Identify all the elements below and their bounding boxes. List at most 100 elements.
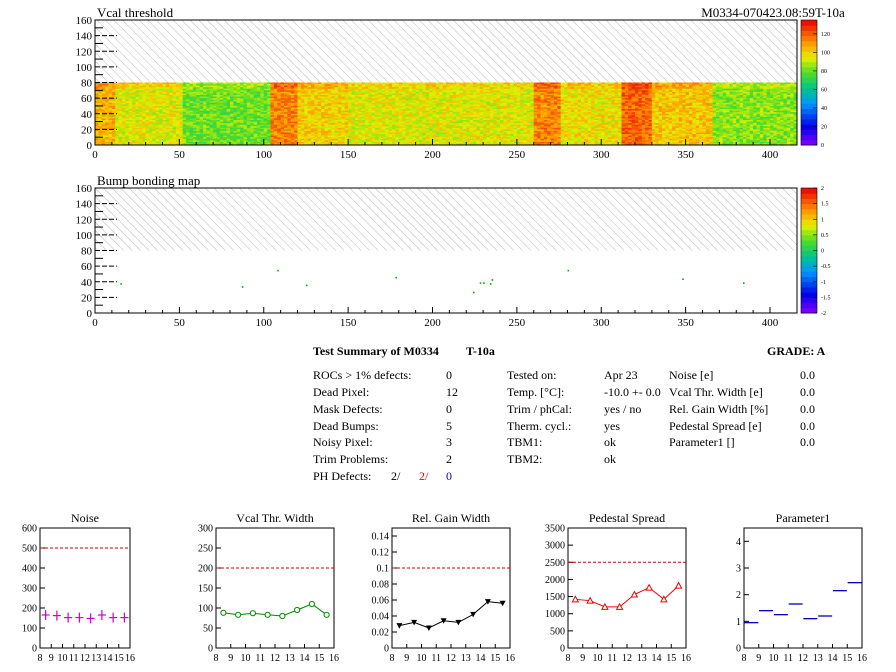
heatmap-cell [344,105,349,108]
heatmap-cell [486,109,491,112]
heatmap-cell [192,124,197,127]
heatmap-cell [449,138,454,141]
heatmap-cell [402,116,406,119]
heatmap-cell [243,120,248,122]
heatmap-cell [392,99,396,102]
heatmap-cell [398,93,403,96]
heatmap-cell [500,95,504,97]
heatmap-cell [486,115,491,118]
heatmap-cell [405,126,410,129]
heatmap-cell [483,134,487,137]
heatmap-cell [334,123,339,126]
heatmap-cell [250,116,255,119]
heatmap-cell [371,95,376,97]
heatmap-cell [365,129,369,132]
heatmap-cell [108,132,113,135]
heatmap-cell [294,90,298,93]
heatmap-cell [375,127,379,130]
heatmap-cell [179,88,184,91]
heatmap-cell [287,116,292,119]
heatmap-cell [142,118,147,121]
heatmap-cell [341,134,346,137]
heatmap-cell [456,141,460,144]
heatmap-cell [277,91,282,94]
heatmap-cell [149,137,153,140]
heatmap-cell [159,91,163,94]
heatmap-cell [392,102,396,105]
heatmap-cell [456,134,460,137]
heatmap-cell [287,126,292,129]
heatmap-cell [446,115,450,118]
heatmap-cell [253,112,258,115]
heatmap-cell [263,126,268,129]
heatmap-cell [432,143,437,146]
heatmap-cell [216,90,221,93]
heatmap-cell [439,110,444,113]
heatmap-cell [469,105,474,108]
heatmap-cell [250,98,255,101]
heatmap-cell [270,120,275,122]
heatmap-cell [182,105,187,108]
heatmap-cell [432,90,437,93]
heatmap-cell [128,141,133,144]
heatmap-cell [442,129,447,132]
heatmap-cell [199,98,204,101]
heatmap-cell [351,96,356,99]
heatmap-cell [182,102,187,105]
heatmap-cell [422,90,427,93]
heatmap-cell [341,124,346,127]
heatmap-cell [199,110,204,113]
heatmap-cell [294,127,298,130]
heatmap-cell [135,138,140,141]
heatmap-cell [469,130,474,133]
heatmap-cell [422,126,427,129]
heatmap-cell [452,91,457,94]
heatmap-cell [503,93,508,96]
heatmap-cell [375,98,379,101]
heatmap-cell [462,141,467,144]
heatmap-cell [294,120,298,122]
heatmap-cell [145,110,150,113]
heatmap-cell [270,115,275,118]
heatmap-cell [152,141,157,144]
heatmap-cell [466,85,471,88]
heatmap-cell [429,140,433,143]
heatmap-cell [176,137,180,140]
heatmap-cell [317,137,322,140]
heatmap-cell [115,91,120,94]
heatmap-cell [165,112,170,115]
heatmap-cell [378,95,383,97]
heatmap-cell [365,141,369,144]
heatmap-cell [206,107,211,110]
heatmap-cell [243,110,248,113]
heatmap-cell [243,96,248,99]
heatmap-cell [196,123,201,126]
heatmap-cell [284,126,288,129]
heatmap-cell [300,120,305,122]
heatmap-cell [314,116,319,119]
heatmap-cell [219,93,224,96]
heatmap-cell [378,93,383,96]
heatmap-cell [348,98,352,101]
heatmap-cell [317,96,322,99]
heatmap-cell [118,98,123,101]
heatmap-cell [324,141,329,144]
heatmap-cell [368,105,373,108]
heatmap-cell [270,91,275,94]
heatmap-cell [115,116,120,119]
heatmap-cell [378,87,383,90]
heatmap-cell [115,115,120,118]
heatmap-cell [189,95,194,97]
heatmap-cell [115,88,120,91]
heatmap-cell [273,82,278,85]
heatmap-cell [334,113,339,116]
heatmap-cell [263,98,268,101]
heatmap-cell [351,104,356,107]
heatmap-cell [297,104,302,107]
heatmap-cell [439,93,444,96]
heatmap-cell [290,95,295,97]
heatmap-cell [132,98,136,101]
heatmap-cell [385,140,390,143]
heatmap-cell [287,109,292,112]
heatmap-cell [95,85,99,88]
